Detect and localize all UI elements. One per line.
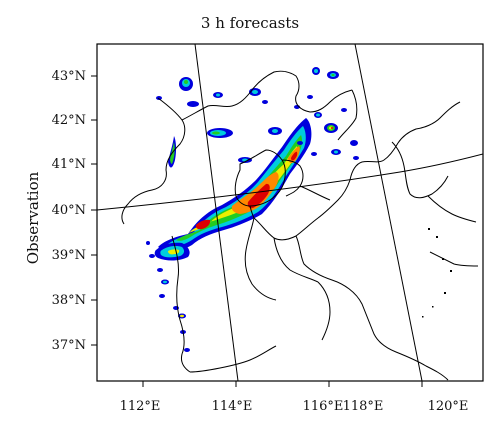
lat-tick-label: 39°N (52, 248, 86, 263)
precipitation-field (146, 67, 359, 352)
lat-tick-label: 41°N (52, 157, 86, 172)
islands (422, 228, 452, 318)
lon-tick-label: 116°E (303, 399, 344, 414)
lat-tick-label: 38°N (52, 293, 86, 308)
lat-tick-label: 37°N (52, 338, 86, 353)
lon-tick-label: 114°E (212, 399, 253, 414)
lon-tick-label: 120°E (428, 399, 469, 414)
precip-red-west (195, 219, 211, 230)
lat-tick-label: 42°N (52, 113, 86, 128)
figure-title: 3 h forecasts (200, 14, 300, 32)
precip-cyan (168, 126, 306, 246)
lon-tick-label: 118°E (343, 399, 384, 414)
coastline (253, 101, 479, 381)
precip-red-ne (291, 151, 298, 161)
lat-tick-label: 43°N (52, 69, 86, 84)
longitude-axis: 112°E 114°E 116°E 118°E 120°E (120, 381, 469, 414)
precip-red-main (247, 183, 270, 209)
latitude-axis: 43°N 42°N 41°N 40°N 39°N 38°N 37°N (52, 69, 97, 353)
graticule (97, 44, 483, 381)
map-content (97, 44, 483, 381)
precip-scattered-cells (146, 67, 359, 352)
map-frame-bg (97, 44, 483, 381)
map-frame (96, 43, 484, 382)
province-boundaries (121, 70, 358, 373)
lon-tick-label: 112°E (120, 399, 161, 414)
lat-tick-label: 40°N (52, 203, 86, 218)
